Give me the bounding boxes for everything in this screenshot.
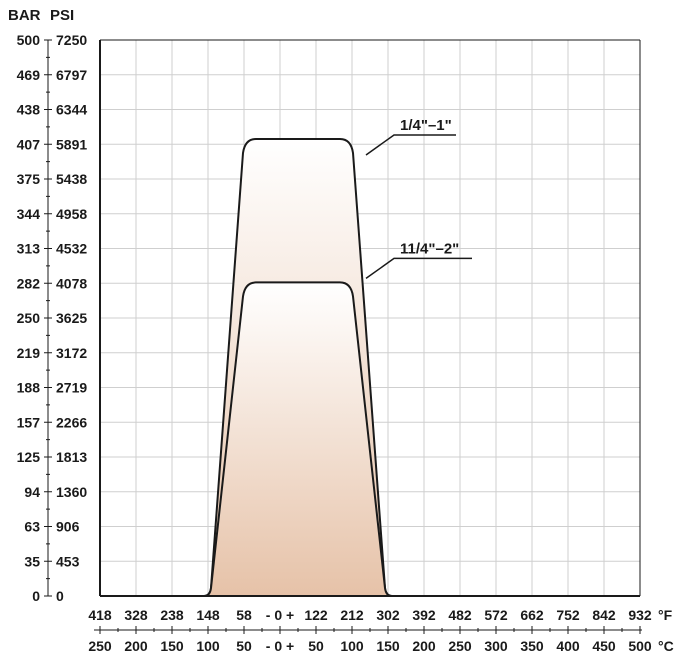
rating-areas xyxy=(203,137,393,597)
bar-tick-label: 35 xyxy=(24,553,40,569)
psi-tick-label: 4532 xyxy=(56,241,87,257)
bar-tick-label: 250 xyxy=(17,310,41,326)
fahrenheit-tick-label: 418 xyxy=(88,607,112,623)
psi-tick-label: 4078 xyxy=(56,275,87,291)
fahrenheit-tick-label: 392 xyxy=(412,607,436,623)
psi-tick-label: 6797 xyxy=(56,67,87,83)
psi-tick-label: 3625 xyxy=(56,310,87,326)
fahrenheit-tick-label: - 0 + xyxy=(266,607,294,623)
bar-tick-label: 125 xyxy=(17,449,41,465)
fahrenheit-tick-label: 482 xyxy=(448,607,472,623)
bar-tick-label: 500 xyxy=(17,32,41,48)
series-label: 11/4"–2" xyxy=(400,240,459,257)
bar-tick-label: 63 xyxy=(24,519,40,535)
bar-tick-label: 188 xyxy=(17,380,41,396)
celsius-tick-label: 150 xyxy=(376,638,400,654)
bar-tick-label: 438 xyxy=(17,102,41,118)
celsius-tick-label: 150 xyxy=(160,638,184,654)
series-area-1 xyxy=(203,281,393,597)
celsius-tick-label: 250 xyxy=(448,638,472,654)
psi-tick-label: 1360 xyxy=(56,484,87,500)
celsius-tick-label: 350 xyxy=(520,638,544,654)
celsius-tick-label: 500 xyxy=(628,638,652,654)
bar-tick-label: 344 xyxy=(17,206,41,222)
bar-tick-label: 219 xyxy=(17,345,41,361)
fahrenheit-tick-label: 302 xyxy=(376,607,400,623)
celsius-tick-label: 50 xyxy=(236,638,252,654)
celsius-tick-label: - 0 + xyxy=(266,638,294,654)
celsius-tick-label: 100 xyxy=(196,638,220,654)
celsius-tick-label: 100 xyxy=(340,638,364,654)
axes xyxy=(44,39,642,634)
series-label: 1/4"–1" xyxy=(400,117,452,134)
psi-tick-label: 4958 xyxy=(56,206,87,222)
bar-tick-label: 282 xyxy=(17,275,41,291)
bar-tick-label: 313 xyxy=(17,241,41,257)
bar-tick-label: 157 xyxy=(17,414,41,430)
bar-tick-label: 407 xyxy=(17,136,41,152)
fahrenheit-tick-label: 148 xyxy=(196,607,220,623)
celsius-tick-label: 200 xyxy=(124,638,148,654)
axis-labels: 0 0 35 453 63 906 94 1360 125 1813 157 2266 188 2719 2… xyxy=(8,7,674,654)
fahrenheit-tick-label: 662 xyxy=(520,607,544,623)
psi-tick-label: 2266 xyxy=(56,414,87,430)
bar-tick-label: 94 xyxy=(24,484,40,500)
psi-tick-label: 1813 xyxy=(56,449,87,465)
fahrenheit-tick-label: 122 xyxy=(304,607,328,623)
psi-tick-label: 6344 xyxy=(56,102,87,118)
fahrenheit-tick-label: 572 xyxy=(484,607,508,623)
bar-tick-label: 469 xyxy=(17,67,41,83)
psi-tick-label: 2719 xyxy=(56,380,87,396)
series-leader-line xyxy=(365,134,456,156)
bar-tick-label: 0 xyxy=(32,588,40,604)
fahrenheit-tick-label: 932 xyxy=(628,607,652,623)
psi-tick-label: 7250 xyxy=(56,32,87,48)
celsius-tick-label: 250 xyxy=(88,638,112,654)
fahrenheit-tick-label: 58 xyxy=(236,607,252,623)
psi-tick-label: 3172 xyxy=(56,345,87,361)
fahrenheit-unit-label: °F xyxy=(658,607,673,623)
celsius-tick-label: 50 xyxy=(308,638,324,654)
psi-tick-label: 906 xyxy=(56,519,80,535)
psi-axis-title: PSI xyxy=(50,7,74,24)
psi-tick-label: 453 xyxy=(56,553,80,569)
celsius-tick-label: 400 xyxy=(556,638,580,654)
celsius-tick-label: 200 xyxy=(412,638,436,654)
bar-tick-label: 375 xyxy=(17,171,41,187)
fahrenheit-tick-label: 328 xyxy=(124,607,148,623)
series-labels: 1/4"–1" 11/4"–2" xyxy=(365,117,472,280)
fahrenheit-tick-label: 212 xyxy=(340,607,364,623)
celsius-tick-label: 300 xyxy=(484,638,508,654)
psi-tick-label: 0 xyxy=(56,588,64,604)
series-leader-line xyxy=(365,257,472,280)
psi-tick-label: 5891 xyxy=(56,136,87,152)
fahrenheit-tick-label: 752 xyxy=(556,607,580,623)
psi-tick-label: 5438 xyxy=(56,171,87,187)
celsius-unit-label: °C xyxy=(658,638,674,654)
fahrenheit-tick-label: 238 xyxy=(160,607,184,623)
fahrenheit-tick-label: 842 xyxy=(592,607,616,623)
bar-axis-title: BAR xyxy=(8,7,41,24)
celsius-tick-label: 450 xyxy=(592,638,616,654)
